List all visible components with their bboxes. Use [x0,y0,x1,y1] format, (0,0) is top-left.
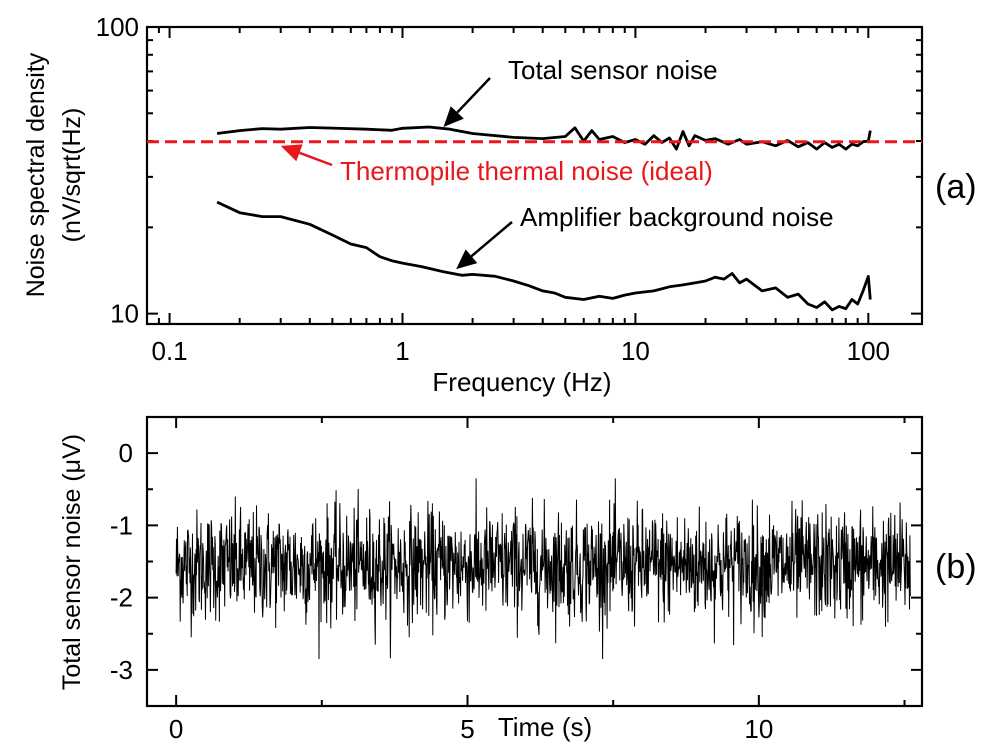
noise-trace-line [175,478,911,660]
annotation-arrow-shaft [456,77,491,114]
panel-label-b: (b) [935,548,977,586]
panel-b-x-tick-label: 0 [169,714,183,744]
panel-b-y-tick-label: 0 [119,438,133,468]
panel-a-y-tick-label: 10 [110,299,139,329]
panel-a-plot-area [145,25,924,326]
annotation-arrow-head [443,106,464,127]
annotation-total-sensor-noise: Total sensor noise [508,55,718,85]
annotation-arrow-shaft [470,221,513,258]
panel-b: 0 5 10 0 -1 -2 -3 Time (s) Total sensor … [58,415,977,744]
panel-a-x-tick-label: 100 [847,336,890,366]
series-line-0 [216,125,872,151]
annotation-arrow-head [280,144,303,162]
annotation-thermal-noise: Thermopile thermal noise (ideal) [340,156,713,186]
panel-a-y-axis-label-line2: (nV/sqrt(Hz) [58,108,86,243]
panel-b-plot-area [145,415,924,708]
panel-b-y-tick-label: -3 [110,655,133,685]
panel-b-y-tick-label: -2 [110,583,133,613]
panel-b-x-tick-label: 10 [744,714,773,744]
panel-a-series [147,125,922,312]
panel-label-a: (a) [935,168,977,206]
series-line-1 [216,200,872,312]
annotation-amplifier-noise: Amplifier background noise [520,202,834,232]
panel-b-x-axis-label: Time (s) [498,712,592,742]
panel-a-frame [145,25,924,326]
panel-a-y-axis-label-line1: Noise spectral density [22,52,50,297]
panel-a-x-axis-label: Frequency (Hz) [432,367,611,397]
panel-a-x-tick-label: 0.1 [151,336,187,366]
panel-b-series [175,478,911,660]
panel-b-y-tick-label: -1 [110,510,133,540]
panel-a-x-tick-label: 1 [395,336,409,366]
panel-a: 0.1 1 10 100 10 100 Frequency (Hz) Noise… [22,12,977,397]
annotation-arrow-shaft [298,151,333,167]
panel-a-ticks [146,26,922,324]
panel-a-x-tick-label: 10 [621,336,650,366]
panel-a-annotations [280,77,513,270]
panel-b-y-axis-label: Total sensor noise (μV) [58,434,86,690]
annotation-arrow-head [456,249,478,270]
panel-a-y-tick-label: 100 [96,12,139,42]
panel-b-x-tick-label: 5 [460,714,474,744]
panel-b-ticks [147,416,922,707]
